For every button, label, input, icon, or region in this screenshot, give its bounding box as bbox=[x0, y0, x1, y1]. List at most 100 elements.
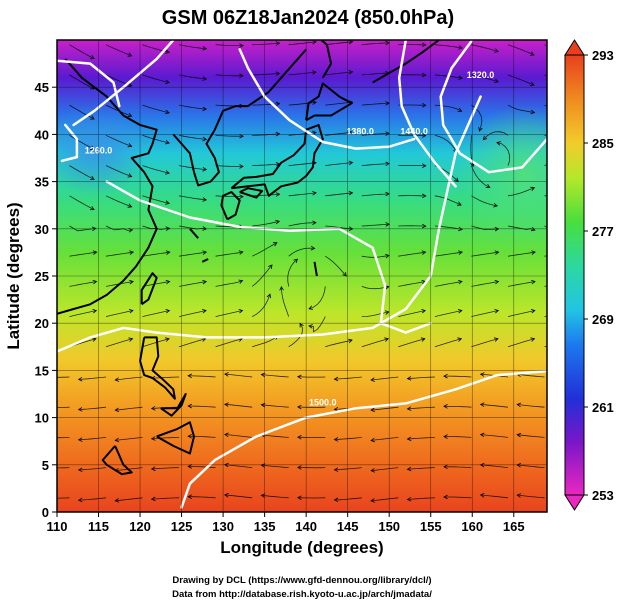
streamline-arrow bbox=[422, 193, 427, 199]
x-tick-label: 150 bbox=[378, 519, 400, 534]
streamline bbox=[444, 436, 472, 438]
streamline bbox=[480, 404, 509, 408]
streamline bbox=[471, 225, 499, 231]
streamline-arrow bbox=[457, 337, 463, 342]
colorbar-tick-label: 261 bbox=[592, 400, 614, 415]
streamline-arrow bbox=[422, 72, 427, 78]
streamline bbox=[105, 310, 133, 317]
coastline-segment bbox=[320, 40, 333, 79]
streamline-arrow bbox=[406, 376, 412, 381]
streamline bbox=[480, 434, 509, 438]
streamline-arrow bbox=[406, 436, 412, 442]
streamline-arrow bbox=[443, 434, 448, 439]
streamline-arrow bbox=[202, 250, 208, 255]
streamline bbox=[115, 497, 143, 502]
coastline-segment bbox=[160, 393, 187, 417]
streamline-arrow bbox=[150, 466, 156, 472]
streamline-arrow bbox=[77, 467, 83, 473]
streamline-arrow bbox=[165, 337, 170, 342]
streamline-arrow bbox=[165, 170, 170, 175]
coastline-segment bbox=[372, 40, 440, 84]
streamline bbox=[261, 404, 289, 408]
streamline bbox=[361, 311, 389, 317]
streamline bbox=[471, 338, 499, 348]
streamline bbox=[361, 42, 390, 46]
streamline-arrow bbox=[89, 145, 95, 150]
streamline bbox=[371, 437, 399, 441]
colorbar-tick-label: 277 bbox=[592, 224, 614, 239]
streamline-arrow bbox=[165, 226, 171, 231]
streamline bbox=[179, 251, 207, 257]
y-tick-label: 40 bbox=[35, 127, 49, 142]
streamline bbox=[507, 104, 535, 113]
streamline-arrow bbox=[224, 372, 229, 377]
streamline bbox=[188, 375, 216, 378]
streamline-arrow bbox=[42, 406, 46, 410]
streamline-arrow bbox=[310, 245, 316, 251]
streamline bbox=[434, 104, 462, 112]
streamline bbox=[288, 71, 317, 76]
streamline-arrow bbox=[202, 279, 208, 285]
streamline bbox=[471, 281, 499, 287]
streamline bbox=[471, 44, 499, 52]
streamline-arrow bbox=[297, 435, 302, 440]
streamline bbox=[507, 187, 535, 197]
streamline-arrow bbox=[333, 467, 339, 472]
streamline bbox=[407, 437, 435, 440]
streamline-arrow bbox=[297, 495, 302, 500]
colorbar-ticks: 253 261 269 277 285 293 bbox=[584, 48, 614, 503]
streamline-arrow bbox=[422, 102, 427, 108]
streamline bbox=[224, 403, 253, 408]
streamline-arrow bbox=[127, 112, 133, 118]
streamline-arrow bbox=[275, 131, 281, 137]
coastline-segment bbox=[156, 421, 195, 455]
streamline bbox=[151, 376, 180, 379]
streamline-arrow bbox=[348, 130, 354, 135]
streamline bbox=[434, 251, 463, 257]
y-tick-label: 10 bbox=[35, 411, 49, 426]
streamline-arrow bbox=[493, 203, 499, 208]
streamline bbox=[371, 467, 399, 472]
streamline-arrow bbox=[238, 250, 244, 255]
contour-label: 1320.0 bbox=[467, 70, 495, 80]
y-tick-label: 25 bbox=[35, 269, 49, 284]
streamline bbox=[215, 338, 243, 348]
streamline-arrow bbox=[127, 173, 133, 178]
streamline bbox=[105, 134, 132, 147]
streamline-arrow bbox=[187, 403, 192, 409]
streamline bbox=[325, 132, 353, 136]
streamline bbox=[288, 101, 317, 106]
streamline bbox=[69, 44, 95, 59]
streamline-arrow bbox=[129, 250, 135, 255]
streamline bbox=[179, 281, 207, 287]
streamline bbox=[407, 406, 435, 410]
streamline-arrow bbox=[224, 402, 229, 407]
coastline-segment bbox=[189, 228, 199, 239]
streamline-arrow bbox=[272, 242, 278, 247]
streamline-arrow bbox=[165, 200, 170, 205]
streamline-arrow bbox=[114, 498, 120, 503]
streamline-arrow bbox=[42, 436, 46, 440]
streamline-arrow bbox=[114, 377, 120, 382]
streamline bbox=[471, 165, 490, 188]
streamline bbox=[471, 74, 499, 83]
streamline-arrow bbox=[478, 126, 483, 132]
streamline-arrow bbox=[516, 493, 522, 498]
streamline-arrow bbox=[202, 136, 208, 142]
streamline bbox=[288, 132, 317, 136]
streamline-arrow bbox=[493, 337, 499, 342]
streamline-arrow bbox=[77, 437, 83, 442]
streamline-arrow bbox=[128, 309, 134, 314]
streamline bbox=[444, 496, 472, 499]
streamline-arrow bbox=[370, 407, 375, 413]
streamline-arrow bbox=[91, 226, 97, 232]
streamline bbox=[105, 338, 133, 348]
streamline bbox=[252, 220, 280, 227]
streamline bbox=[69, 104, 95, 120]
coastline-segment bbox=[305, 82, 353, 122]
streamline-arrow bbox=[312, 70, 317, 75]
streamline-arrow bbox=[494, 48, 500, 53]
streamline bbox=[142, 251, 170, 257]
streamline bbox=[471, 195, 498, 207]
streamline bbox=[179, 44, 207, 50]
